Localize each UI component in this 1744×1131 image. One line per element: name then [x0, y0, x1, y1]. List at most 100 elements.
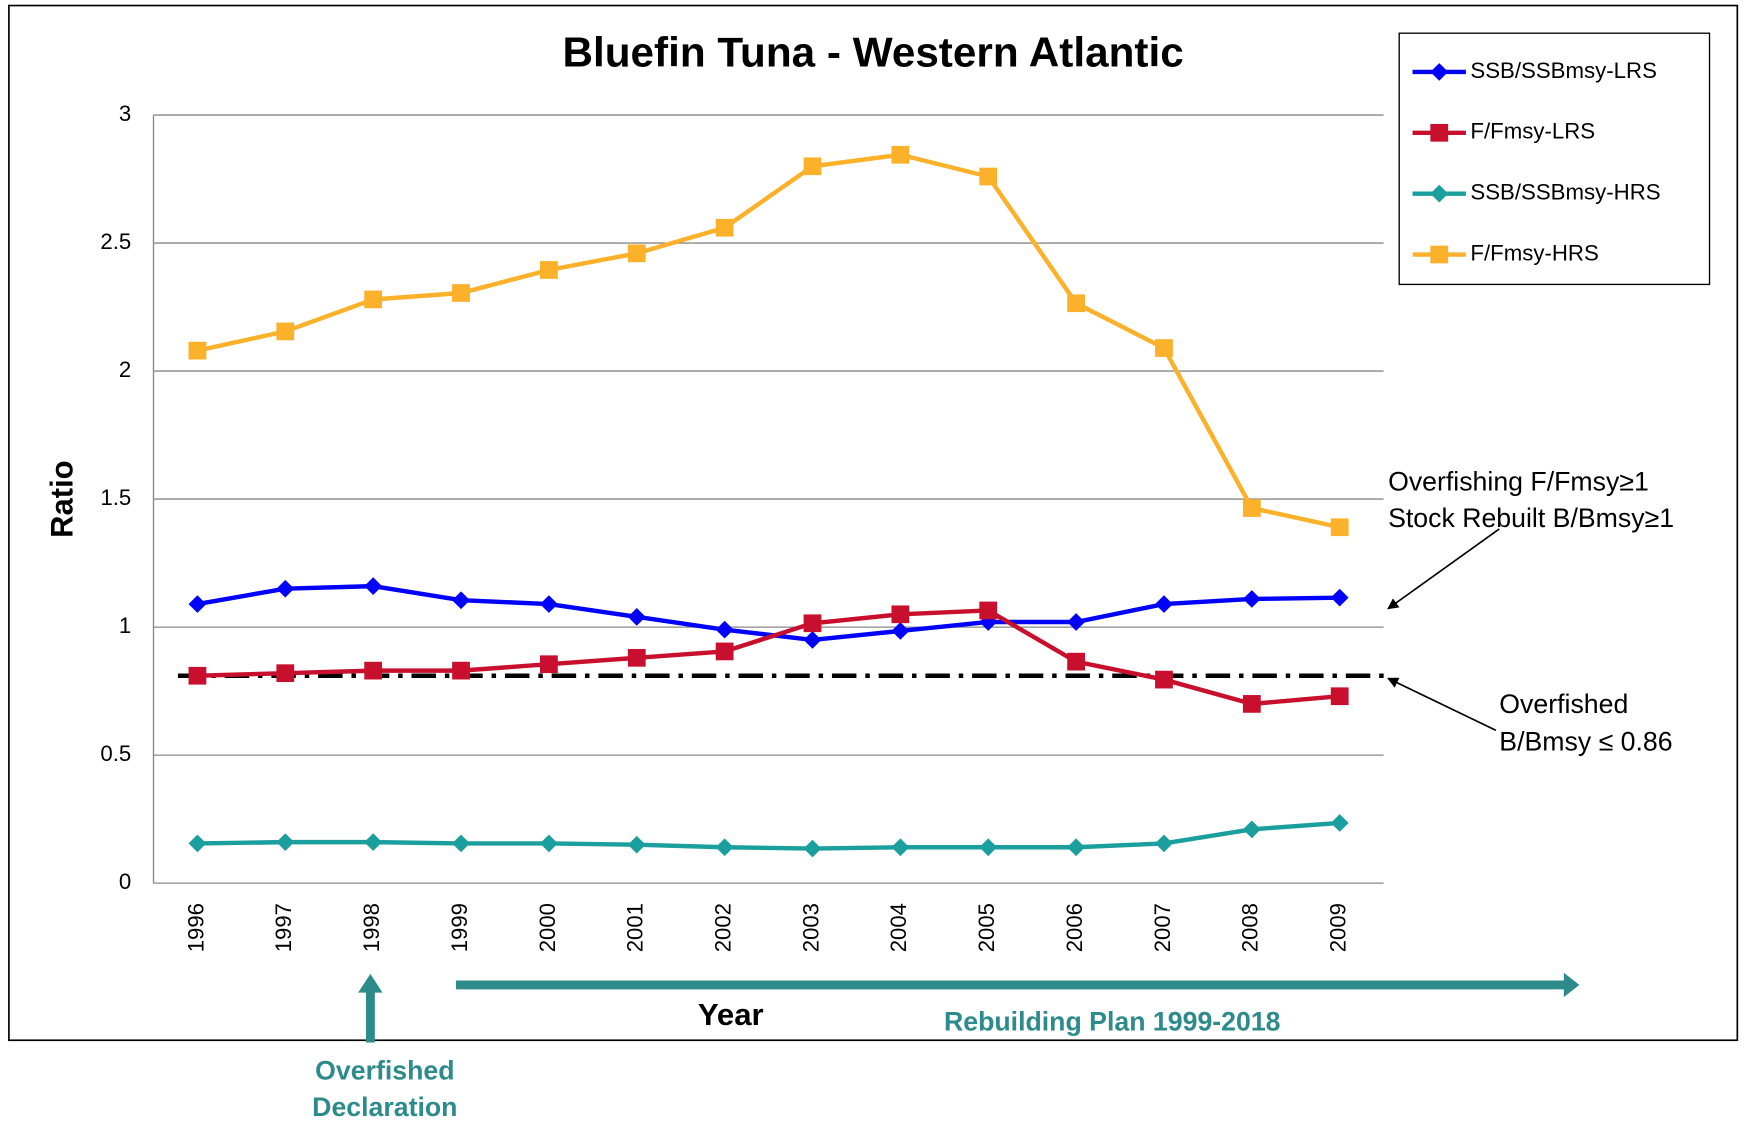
x-tick-label: 2007 [1150, 903, 1175, 952]
x-tick-label: 2008 [1238, 903, 1263, 952]
data-point [1067, 613, 1085, 631]
y-tick-label: 2 [119, 357, 131, 382]
data-point [979, 838, 998, 857]
rebuilding-arrow-head [1563, 972, 1580, 998]
arrow [1387, 677, 1497, 732]
arrow [1387, 528, 1500, 610]
data-point [539, 261, 558, 279]
data-point [891, 145, 910, 164]
legend-label: SSB/SSBmsy-HRS [1470, 180, 1660, 205]
y-tick-label: 1.5 [100, 485, 131, 510]
y-tick-label: 0.5 [100, 741, 131, 766]
data-point [1330, 687, 1349, 706]
annotation: Stock Rebuilt B/Bmsy≥1 [1388, 503, 1674, 533]
data-point [188, 595, 207, 613]
x-axis-label: Year [698, 997, 764, 1032]
data-point [715, 218, 734, 237]
data-point [891, 838, 910, 857]
annotation: B/Bmsy ≤ 0.86 [1499, 727, 1672, 757]
data-point [364, 577, 383, 595]
data-point [627, 648, 646, 667]
x-tick-label: 2005 [974, 903, 999, 952]
series-line [196, 152, 1341, 530]
x-tick-label: 2006 [1062, 903, 1087, 952]
data-point [364, 833, 383, 852]
annotation: Declaration [312, 1092, 457, 1122]
legend-label: F/Fmsy-HRS [1470, 240, 1598, 265]
data-point [452, 834, 470, 853]
data-point [1242, 590, 1261, 608]
y-axis-label: Ratio [45, 460, 80, 537]
data-point [979, 167, 998, 186]
x-tick-label: 2001 [623, 903, 648, 952]
data-point [452, 661, 470, 680]
data-point [803, 614, 822, 633]
x-tick-label: 1996 [183, 903, 208, 952]
annotation: Rebuilding Plan 1999-2018 [944, 1007, 1281, 1037]
legend-marker [1430, 184, 1449, 203]
data-point [1155, 670, 1173, 689]
data-point [1155, 834, 1173, 853]
data-point [1155, 595, 1173, 613]
x-tick-label: 2002 [710, 903, 735, 952]
data-point [627, 608, 646, 626]
data-point [539, 655, 558, 674]
data-point [1330, 588, 1349, 607]
data-point [1242, 820, 1261, 839]
data-point [1155, 339, 1173, 357]
annotation: Overfishing F/Fmsy≥1 [1388, 467, 1649, 497]
series-line [197, 820, 1340, 851]
legend-marker [1430, 63, 1449, 81]
data-point [452, 284, 470, 302]
annotation: Overfished [1499, 689, 1628, 719]
data-point [627, 244, 646, 263]
legend [1398, 32, 1711, 286]
annotation: Overfished [315, 1055, 454, 1085]
data-point [539, 834, 558, 853]
legend-label: SSB/SSBmsy-LRS [1470, 58, 1657, 83]
x-tick-label: 2003 [798, 903, 823, 952]
data-point [276, 322, 295, 341]
data-point [715, 838, 734, 857]
y-tick-label: 2.5 [100, 229, 131, 254]
series-line [197, 608, 1340, 707]
declaration-arrow-head [358, 973, 383, 993]
legend-label: F/Fmsy-LRS [1470, 119, 1595, 144]
data-point [891, 622, 910, 640]
data-point [1242, 499, 1261, 517]
data-point [1330, 518, 1349, 537]
data-point [364, 661, 383, 680]
data-point [452, 591, 470, 610]
data-point [364, 290, 383, 309]
data-point [891, 605, 910, 624]
x-tick-label: 1997 [271, 903, 296, 952]
data-point [1242, 695, 1261, 713]
data-point [276, 664, 295, 683]
data-point [715, 620, 734, 639]
data-point [803, 157, 822, 176]
y-tick-label: 1 [119, 613, 131, 638]
x-tick-label: 2009 [1326, 903, 1351, 952]
data-point [188, 341, 207, 360]
data-point [1067, 838, 1085, 857]
data-point [979, 601, 998, 620]
x-tick-label: 1999 [447, 903, 472, 952]
y-tick-label: 3 [119, 101, 131, 126]
data-point [803, 631, 822, 649]
data-point [715, 642, 734, 661]
y-tick-label: 0 [119, 869, 131, 894]
data-point [1067, 294, 1085, 313]
series-line [197, 583, 1340, 643]
x-tick-label: 2004 [886, 903, 911, 952]
legend-marker [1430, 123, 1449, 142]
data-point [1330, 814, 1349, 832]
data-point [627, 835, 646, 854]
data-point [188, 666, 207, 685]
data-point [1067, 652, 1085, 671]
x-tick-label: 1998 [359, 903, 384, 952]
data-point [188, 834, 207, 853]
legend-marker [1430, 245, 1449, 264]
data-point [803, 839, 822, 858]
chart-title: Bluefin Tuna - Western Atlantic [562, 29, 1183, 76]
